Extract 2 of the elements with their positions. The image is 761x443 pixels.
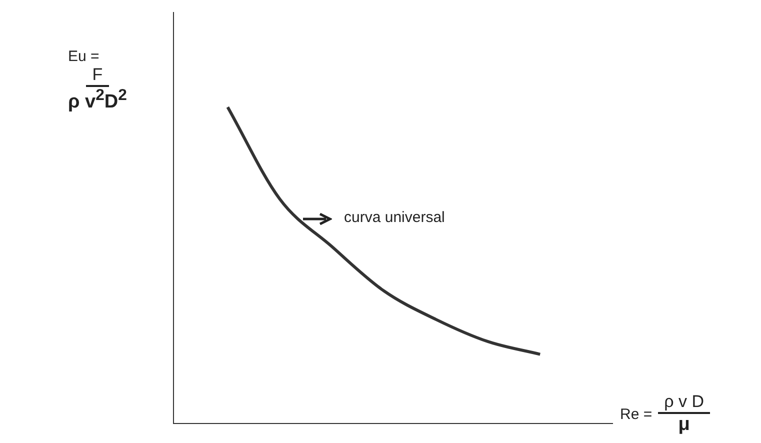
y-axis-title: Eu = F ρ v$^{2}$D$^{2}$ — [68, 48, 127, 114]
annotation: curva universal — [344, 209, 445, 226]
